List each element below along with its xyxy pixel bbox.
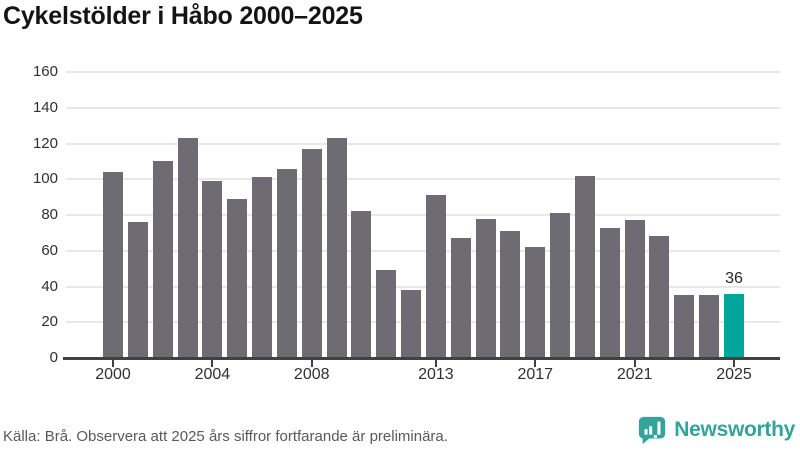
bar-2004: [202, 181, 223, 358]
bar-2006: [252, 177, 273, 358]
bar-2017: [525, 247, 546, 358]
gridline-80: [66, 214, 780, 216]
x-tick-2013: [434, 360, 437, 367]
gridline-40: [66, 285, 780, 288]
x-axis-line: [63, 357, 780, 360]
x-tick-2025: [733, 360, 735, 367]
y-tick-label-60: 60: [41, 241, 58, 259]
gridline-20: [66, 321, 780, 324]
y-tick-label-20: 20: [41, 313, 58, 331]
bar-2003: [177, 138, 198, 358]
y-tick-label-0: 0: [49, 349, 58, 366]
y-tick-label-120: 120: [32, 134, 58, 152]
chart-title: Cykelstölder i Håbo 2000–2025: [3, 2, 363, 30]
x-tick-label-2000: 2000: [95, 366, 131, 383]
bar-2012: [401, 290, 422, 358]
chart-bar-small: [644, 429, 648, 435]
newsworthy-logo-text: Newsworthy: [674, 418, 795, 441]
x-tick-label-2008: 2008: [293, 366, 330, 383]
bar-2025: [724, 293, 744, 358]
bar-2009: [326, 138, 347, 358]
y-tick-label-160: 160: [32, 63, 58, 80]
bar-2007: [276, 168, 297, 358]
bar-2022: [649, 236, 670, 358]
gridline-60: [66, 249, 780, 252]
plot-area: [66, 71, 780, 358]
gridline-100: [66, 178, 780, 181]
bar-2000: [103, 172, 123, 358]
highlight-value-label: 36: [725, 269, 743, 287]
x-tick-2017: [534, 360, 537, 367]
y-tick-label-140: 140: [32, 98, 58, 116]
x-tick-label-2013: 2013: [418, 366, 454, 383]
x-tick-2021: [633, 360, 636, 367]
newsworthy-logo: Newsworthy: [637, 414, 795, 446]
bar-2016: [500, 231, 521, 358]
gridline-120: [66, 142, 780, 145]
source-note: Källa: Brå. Observera att 2025 års siffr…: [3, 428, 448, 445]
bar-2023: [674, 295, 695, 358]
bar-2010: [351, 211, 372, 358]
x-tick-label-2004: 2004: [194, 366, 231, 383]
y-tick-label-80: 80: [41, 206, 58, 223]
gridline-140: [66, 106, 780, 109]
x-tick-2008: [310, 360, 313, 367]
bar-2024: [699, 295, 720, 358]
bar-2001: [127, 222, 148, 358]
bar-2021: [624, 220, 645, 358]
y-tick-label-100: 100: [32, 170, 58, 188]
x-tick-label-2025: 2025: [716, 366, 752, 383]
bar-2020: [599, 227, 620, 358]
bar-2005: [227, 198, 248, 358]
x-tick-label-2021: 2021: [616, 366, 653, 383]
bar-2008: [301, 148, 322, 358]
bar-2014: [450, 238, 471, 358]
newsworthy-logo-icon: [639, 416, 666, 445]
bar-2002: [152, 161, 173, 358]
x-tick-label-2017: 2017: [517, 366, 554, 383]
chart-bar-medium: [649, 426, 653, 435]
bar-2019: [574, 175, 595, 358]
chart-bar-tall: [657, 421, 661, 435]
x-tick-2000: [112, 360, 114, 367]
y-tick-label-40: 40: [41, 277, 58, 295]
bar-2011: [376, 270, 397, 358]
x-tick-2004: [211, 360, 214, 367]
bar-2013: [425, 195, 446, 358]
exclamation-dot: [654, 435, 658, 438]
gridline-160: [66, 71, 780, 73]
bar-2015: [475, 218, 496, 358]
bar-2018: [550, 213, 571, 358]
